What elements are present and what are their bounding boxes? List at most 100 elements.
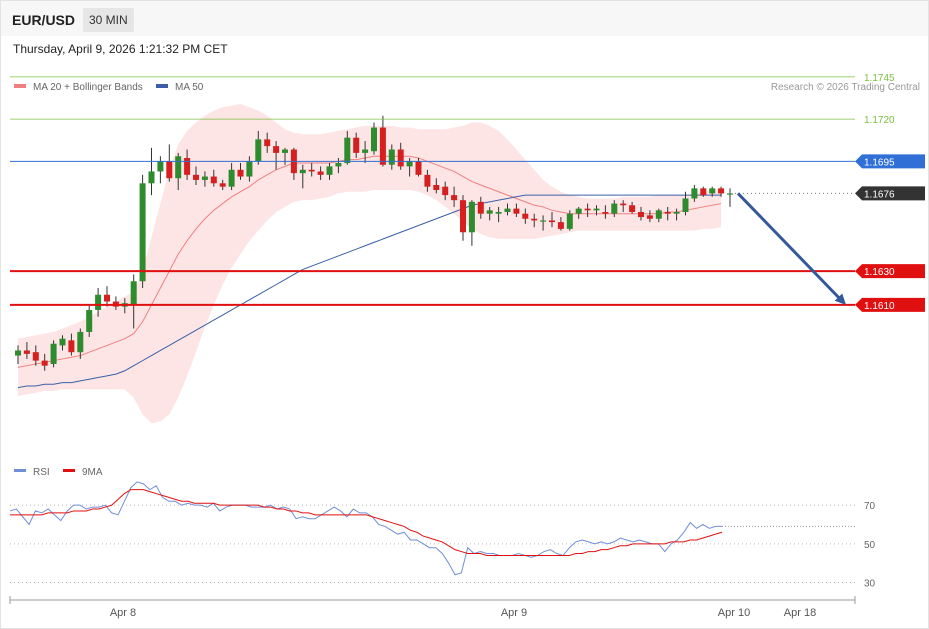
candle — [104, 286, 110, 307]
timestamp: Thursday, April 9, 2026 1:21:32 PM CET — [13, 42, 228, 56]
price-level-tag — [855, 297, 925, 312]
rsi-level-label: 50 — [864, 540, 876, 551]
candle-body — [362, 149, 369, 153]
candle-body — [397, 149, 404, 167]
candle — [308, 163, 315, 177]
candle — [299, 164, 306, 189]
rsi-ma-legend-label: 9MA — [82, 467, 103, 478]
candle — [41, 353, 48, 371]
candle-body — [59, 338, 66, 346]
rsi-legend-swatch — [14, 469, 26, 472]
candle-body — [139, 183, 146, 282]
candle — [673, 208, 680, 221]
candle-body — [255, 139, 262, 162]
candle-body — [611, 203, 618, 214]
price-level-label: 1.1745 — [864, 73, 895, 84]
candle-body — [237, 169, 244, 177]
candle-body — [148, 171, 155, 184]
candle — [504, 203, 511, 216]
candle-body — [157, 161, 164, 172]
candle-body — [130, 281, 137, 305]
candle-body — [424, 174, 431, 187]
candle — [584, 203, 591, 218]
candle — [335, 157, 342, 174]
candle — [353, 132, 360, 158]
candle-body — [50, 343, 57, 364]
time-axis-label: Apr 8 — [110, 607, 136, 619]
price-level-tag — [855, 186, 925, 201]
candle-body — [575, 208, 582, 214]
symbol-title: EUR/USD — [12, 12, 76, 28]
candle-body — [468, 201, 475, 233]
candle — [513, 203, 520, 218]
price-level-tag — [855, 264, 925, 279]
forecast-arrow-head — [834, 293, 846, 305]
candle — [371, 122, 377, 155]
candle-body — [219, 183, 226, 187]
candle-body — [273, 146, 280, 153]
candle-body — [540, 220, 547, 222]
rsi-level-label: 70 — [864, 501, 876, 512]
candle-body — [379, 127, 386, 165]
candle — [495, 206, 502, 223]
candle — [709, 186, 716, 197]
candle — [362, 141, 369, 164]
candle-body — [95, 294, 102, 310]
ma20-legend-label: MA 20 + Bollinger Bands — [33, 82, 143, 93]
candle-body — [566, 213, 573, 229]
price-level-label: 1.1610 — [864, 301, 895, 312]
timeframe-button[interactable]: 30 MIN — [83, 8, 134, 32]
bollinger-band-area — [18, 103, 722, 424]
candle-body — [15, 350, 21, 356]
time-axis-label: Apr 18 — [784, 607, 816, 619]
candle — [219, 179, 226, 191]
candle-body — [86, 309, 93, 332]
candle — [50, 340, 57, 368]
candle-body — [246, 161, 253, 177]
candle — [68, 333, 75, 356]
candle — [442, 181, 449, 201]
candle — [602, 205, 609, 219]
candle — [451, 186, 458, 207]
ma20-legend-swatch — [14, 84, 26, 88]
candle-body — [513, 208, 520, 214]
candle — [522, 208, 529, 224]
candle-body — [593, 208, 600, 211]
candle-body — [228, 169, 235, 187]
candle-body — [638, 212, 644, 218]
candle — [433, 178, 440, 194]
rsi-level-label: 30 — [864, 579, 876, 590]
candle — [638, 206, 644, 221]
candle — [620, 200, 627, 212]
candle-body — [415, 161, 422, 175]
candle-body — [557, 222, 564, 229]
candle — [139, 174, 146, 288]
candle — [727, 188, 733, 207]
candle — [246, 156, 253, 182]
candle-body — [691, 188, 698, 199]
candle — [664, 206, 671, 221]
candle-body — [264, 139, 271, 147]
candle — [549, 212, 555, 228]
candle — [486, 206, 493, 221]
rsi-ma-line — [10, 489, 723, 556]
candle-body — [335, 163, 342, 167]
copyright-text: Research © 2026 Trading Central — [771, 82, 920, 93]
candle-body — [700, 188, 707, 196]
chart-header: EUR/USD 30 MIN — [1, 1, 928, 36]
candle — [344, 130, 351, 165]
candle — [23, 342, 30, 359]
candle-body — [727, 193, 733, 195]
candle-body — [77, 331, 84, 353]
candle — [193, 166, 199, 185]
candle — [148, 147, 155, 196]
candle — [59, 335, 66, 351]
price-level-tag — [855, 154, 925, 169]
candle — [317, 166, 324, 180]
candle — [379, 115, 386, 167]
forecast-arrow-line — [736, 192, 842, 300]
candle-body — [433, 184, 440, 191]
candle — [646, 210, 653, 223]
candle-body — [646, 215, 653, 219]
